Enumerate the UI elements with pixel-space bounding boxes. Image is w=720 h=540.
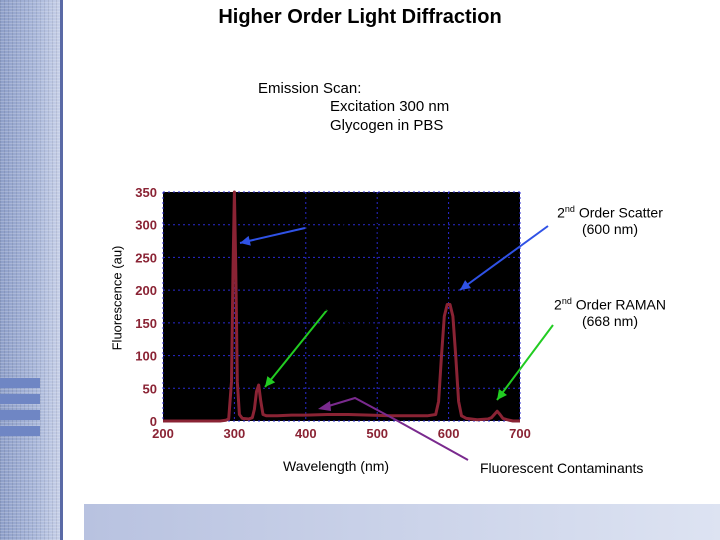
slide-title: Higher Order Light Diffraction (218, 6, 502, 28)
x-tick-label: 400 (295, 426, 317, 441)
decorative-block (0, 378, 40, 388)
scan-info-line3: Glycogen in PBS (330, 117, 444, 134)
y-axis-label: Fluorescence (au) (109, 245, 125, 351)
x-tick-label: 500 (366, 426, 388, 441)
plot-area (163, 192, 520, 421)
annotation-scatter2-line2: (600 nm) (581, 220, 639, 237)
x-tick-label: 200 (152, 426, 174, 441)
arrow-head (497, 388, 507, 400)
decorative-block (0, 410, 40, 420)
annotation-water-line2: (334 nm) (326, 314, 384, 330)
y-tick-label: 100 (135, 349, 157, 364)
scatter2-rest: Order Scatter (574, 204, 663, 221)
arrow-head (318, 401, 331, 411)
decorative-block (0, 426, 40, 436)
raman2-prefix: 2 (554, 296, 562, 313)
series-line (163, 190, 520, 423)
raman2-sup: nd (561, 296, 572, 306)
arrow-second-order-raman (496, 324, 554, 401)
decorative-blue-blocks (0, 378, 40, 442)
annotation-scatter2-line1: 2nd Order Scatter (525, 204, 695, 221)
y-tick-label: 0 (150, 414, 157, 429)
annotation-water-raman: Water RAMAN (334 nm) (245, 298, 465, 330)
arrow-shaft (321, 396, 469, 461)
annotation-water-line1: Water RAMAN (309, 298, 401, 314)
arrow-shaft (264, 309, 328, 388)
scan-info-line2: Excitation 300 nm (330, 98, 450, 115)
y-tick-label: 200 (135, 283, 157, 298)
scan-info-line1: Emission Scan: (258, 80, 362, 97)
arrow-second-order-scatter (459, 225, 549, 291)
arrow-shaft (459, 225, 549, 291)
annotation-raman2-line2: (668 nm) (581, 312, 639, 329)
annotation-rayleigh-line2: (300 nm) (336, 226, 394, 242)
y-tick-label: 250 (135, 250, 157, 265)
arrow-head (265, 376, 276, 387)
decorative-block (0, 394, 40, 404)
raman2-rest: Order RAMAN (571, 296, 666, 313)
scatter2-sup: nd (564, 204, 575, 214)
y-tick-label: 300 (135, 218, 157, 233)
y-tick-label: 50 (143, 381, 157, 396)
x-tick-label: 600 (438, 426, 460, 441)
annotation-fluorescent-contaminants: Fluorescent Contaminants (480, 460, 644, 476)
y-tick-label: 150 (135, 316, 157, 331)
decorative-bottom-band (84, 504, 720, 540)
x-tick-label: 300 (224, 426, 246, 441)
arrow-rayleigh (239, 227, 306, 246)
decorative-left-rule (60, 0, 63, 540)
arrow-head (460, 280, 472, 290)
arrow-shaft (239, 227, 306, 244)
annotation-second-order-scatter: 2nd Order Scatter (600 nm) (525, 204, 695, 237)
arrow-head (240, 235, 251, 246)
annotation-rayleigh-scatter: Excitation (Rayleigh) Scatter (300 nm) (230, 210, 500, 242)
y-tick-label: 350 (135, 185, 157, 200)
x-axis-label: Wavelength (nm) (283, 458, 390, 474)
x-tick-label: 700 (509, 426, 531, 441)
annotation-raman2-line1: 2nd Order RAMAN (525, 296, 695, 313)
scatter2-prefix: 2 (557, 204, 565, 221)
arrow-water-raman (264, 309, 328, 388)
annotation-second-order-raman: 2nd Order RAMAN (668 nm) (525, 296, 695, 329)
decorative-left-strip (0, 0, 60, 540)
arrow-contaminants (318, 396, 469, 461)
arrow-shaft (496, 324, 554, 401)
annotation-rayleigh-line1: Excitation (Rayleigh) Scatter (276, 210, 454, 226)
